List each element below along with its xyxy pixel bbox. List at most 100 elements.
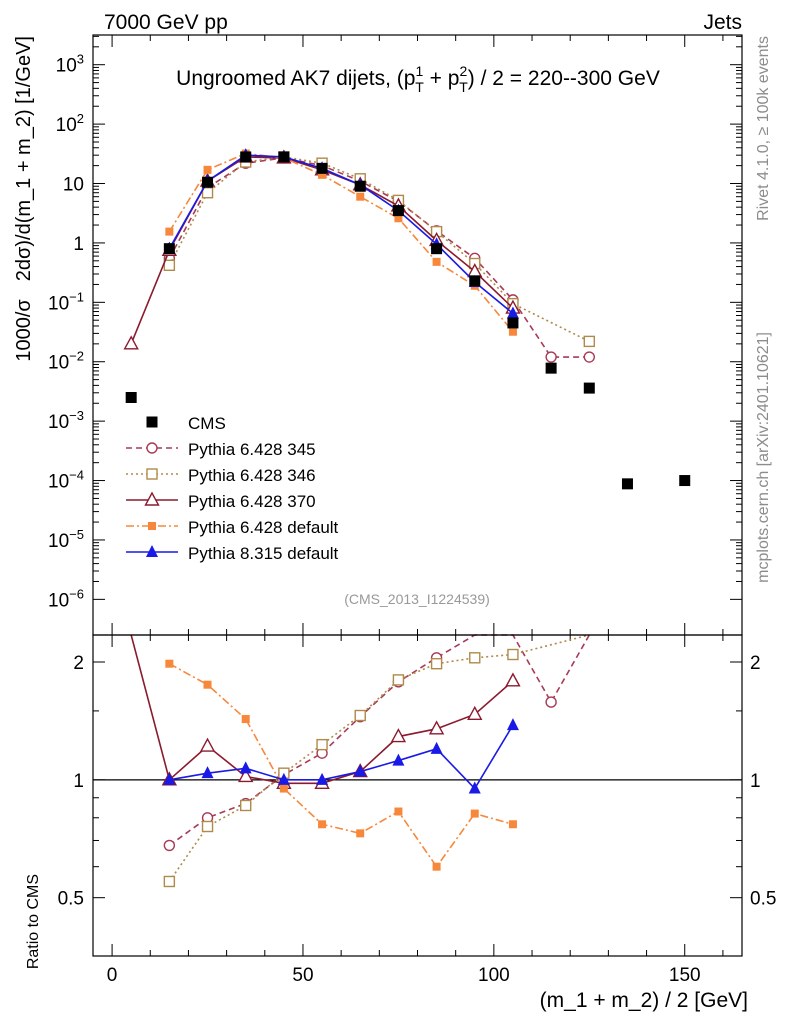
legend-label: Pythia 6.428 346 [188, 466, 316, 485]
legend-label: Pythia 8.315 default [188, 544, 339, 563]
point-pythia-6-428-346 [583, 335, 595, 348]
legend-marker [146, 468, 158, 480]
ratio-point-pythia-6-428-346 [354, 709, 366, 722]
y-axis-label: 1000/σ2dσ)/d(m_1 + m_2) [1/GeV] [13, 36, 35, 362]
ratio-point-pythia-6-428-345 [545, 696, 557, 708]
data-point-cms [621, 478, 633, 490]
data-point-cms [316, 162, 328, 174]
ratio-point-pythia-6-428-default [394, 807, 403, 816]
ratio-tick-label: 2 [73, 653, 84, 674]
data-point-cms [354, 180, 366, 192]
legend-label: Pythia 6.428 default [188, 518, 339, 537]
y-tick-label: 10−3 [48, 408, 84, 433]
point-pythia-6-428-default [394, 214, 403, 223]
legend-label: Pythia 6.428 370 [188, 492, 316, 511]
legend-label: Pythia 6.428 345 [188, 440, 316, 459]
data-point-cms [679, 475, 691, 487]
ratio-line-pythia-6-428-default [168, 663, 514, 869]
y-tick-label: 1 [73, 234, 84, 255]
y-tick-label: 10−5 [48, 527, 84, 552]
series-line-pythia-6-428-370 [130, 156, 514, 345]
ratio-line-pythia-6-428-346 [168, 634, 590, 882]
y-tick-label: 102 [56, 111, 84, 136]
header-right: Jets [703, 11, 742, 34]
mcplots-label: mcplots.cern.ch [arXiv:2401.10621] [755, 332, 772, 583]
point-pythia-6-428-default [356, 192, 365, 201]
x-tick-label: 150 [669, 965, 701, 986]
point-pythia-8-315-default [506, 306, 519, 319]
ratio-point-pythia-6-428-370 [199, 737, 216, 752]
series-line-pythia-6-428-default [168, 152, 514, 333]
x-axis-label: (m_1 + m_2) / 2 [GeV] [540, 989, 748, 1012]
ratio-point-pythia-8-315-default [392, 753, 405, 766]
legend-marker [146, 442, 158, 454]
ratio-panel-marks [130, 634, 590, 888]
ratio-point-pythia-6-428-default [508, 820, 517, 829]
ratio-point-pythia-6-428-370 [467, 705, 483, 721]
ratio-point-pythia-6-428-370 [390, 728, 407, 743]
chart-title: Ungroomed AK7 dijets, (p1 T + p2 T) / 2 = … [176, 63, 660, 95]
ratio-y-axis-label: Ratio to CMS [25, 874, 42, 969]
x-tick-label: 100 [478, 965, 510, 986]
y-tick-label: 10 [63, 175, 84, 196]
point-pythia-6-428-default [203, 165, 212, 174]
point-pythia-6-428-default [508, 327, 517, 336]
ratio-point-pythia-6-428-346 [201, 820, 214, 833]
legend-marker [146, 416, 158, 428]
x-tick-label: 50 [292, 965, 313, 986]
data-point-cms [202, 176, 214, 188]
ratio-point-pythia-8-315-default [316, 772, 329, 785]
legend-marker [144, 491, 160, 506]
ratio-point-pythia-6-428-default [203, 680, 212, 689]
ratio-tick-label-right: 0.5 [750, 889, 776, 910]
series-line-pythia-6-428-346 [168, 156, 590, 343]
ratio-point-pythia-8-315-default [201, 766, 214, 779]
point-pythia-6-428-346 [201, 187, 214, 199]
ratio-point-pythia-6-428-346 [430, 658, 443, 670]
data-point-cms [163, 243, 175, 255]
ratio-line-pythia-6-428-370 [130, 634, 514, 785]
data-point-cms [278, 151, 290, 163]
y-tick-label: 10−4 [48, 468, 84, 493]
ratio-line-pythia-6-428-345 [168, 634, 590, 847]
ratio-point-pythia-8-315-default [468, 781, 481, 794]
point-pythia-6-428-default [432, 257, 441, 266]
ratio-point-pythia-6-428-346 [316, 738, 328, 751]
point-pythia-6-428-346 [163, 259, 176, 272]
ratio-point-pythia-6-428-370 [428, 720, 445, 735]
data-point-cms [507, 317, 519, 329]
ratio-panel-frame [92, 634, 743, 957]
axis-ticks: 0 50 100 150 10−6 10−5 10−4 10−3 10−2 10−1 1 10 102 1… [48, 35, 776, 986]
ratio-point-pythia-6-428-default [470, 809, 479, 818]
point-pythia-6-428-default [318, 170, 327, 179]
main-panel-marks [123, 148, 691, 490]
data-point-cms [240, 151, 252, 163]
y-tick-label: 103 [56, 52, 84, 77]
ratio-point-pythia-6-428-default [318, 820, 327, 829]
ratio-point-pythia-8-315-default [430, 741, 443, 754]
point-pythia-6-428-default [165, 227, 174, 236]
ratio-point-pythia-6-428-346 [469, 652, 481, 664]
ratio-tick-label: 0.5 [58, 889, 84, 910]
data-point-cms [392, 205, 404, 217]
ratio-point-pythia-8-315-default [277, 772, 290, 785]
ratio-tick-label-right: 1 [750, 771, 761, 792]
ratio-line-pythia-8-315-default [169, 724, 514, 790]
point-pythia-6-428-345 [545, 351, 557, 363]
data-point-cms [545, 362, 557, 374]
y-tick-label: 10−2 [48, 349, 84, 374]
series-line-pythia-6-428-345 [168, 157, 590, 358]
legend-marker [146, 545, 158, 557]
ratio-point-pythia-6-428-346 [163, 875, 176, 888]
ratio-point-pythia-8-315-default [239, 761, 252, 774]
point-pythia-6-428-345 [583, 351, 595, 363]
point-pythia-6-428-370 [123, 335, 139, 350]
ratio-point-pythia-6-428-370 [238, 768, 254, 783]
ratio-point-pythia-6-428-370 [505, 672, 521, 687]
ratio-tick-label: 1 [73, 771, 84, 792]
y-tick-label: 10−6 [48, 586, 84, 611]
legend-label: CMS [188, 414, 226, 433]
ratio-point-pythia-6-428-default [356, 829, 365, 838]
ratio-tick-label-right: 2 [750, 653, 761, 674]
